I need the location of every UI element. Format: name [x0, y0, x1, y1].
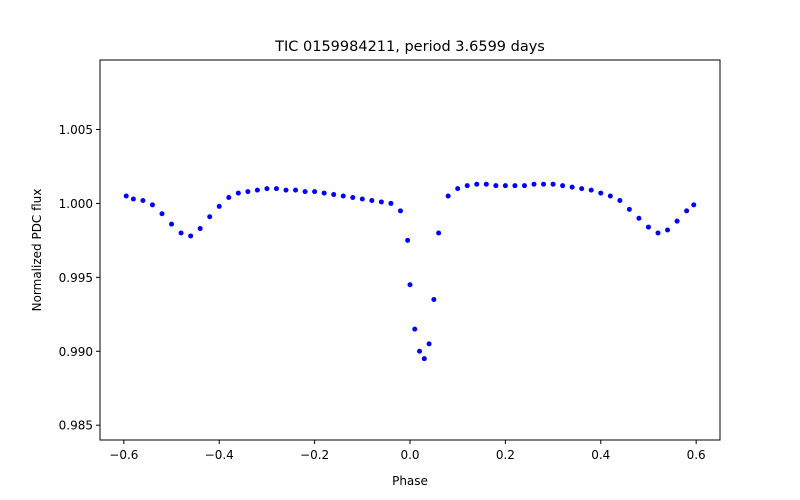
- data-point: [340, 193, 346, 199]
- data-point: [598, 190, 604, 196]
- y-axis-label: Normalized PDC flux: [30, 189, 44, 312]
- y-tick-label: 1.000: [59, 197, 93, 211]
- data-point: [493, 183, 499, 189]
- data-point: [302, 189, 308, 195]
- data-point: [502, 183, 508, 189]
- data-point: [169, 221, 175, 227]
- data-point: [569, 184, 575, 190]
- data-point: [407, 282, 413, 288]
- data-point: [130, 196, 136, 202]
- data-point: [149, 202, 155, 208]
- data-point: [617, 197, 623, 203]
- data-point: [445, 193, 451, 199]
- data-point: [254, 187, 260, 193]
- data-point: [159, 211, 165, 217]
- y-tick-label: 0.990: [59, 345, 93, 359]
- data-point: [645, 224, 651, 230]
- x-tick-label: 0.4: [591, 448, 610, 462]
- data-point: [626, 206, 632, 212]
- data-point: [412, 326, 418, 332]
- x-tick-label: 0.2: [496, 448, 515, 462]
- data-point: [483, 181, 489, 187]
- y-tick-label: 0.985: [59, 419, 93, 433]
- chart-title: TIC 0159984211, period 3.6599 days: [274, 39, 545, 55]
- data-point: [359, 196, 365, 202]
- data-point: [378, 199, 384, 205]
- data-point: [312, 189, 318, 195]
- data-point: [417, 348, 423, 354]
- data-point: [674, 218, 680, 224]
- data-point: [636, 215, 642, 221]
- data-point: [691, 202, 697, 208]
- data-point: [665, 227, 671, 233]
- data-point: [273, 186, 279, 192]
- data-point: [264, 186, 270, 192]
- data-point: [464, 183, 470, 189]
- data-point: [684, 208, 690, 214]
- x-tick-label: −0.6: [109, 448, 138, 462]
- y-tick-label: 1.005: [59, 123, 93, 137]
- data-point: [293, 187, 299, 193]
- data-point: [188, 233, 194, 239]
- data-point: [321, 190, 327, 196]
- data-point: [607, 193, 613, 199]
- axis-ticks-layer: −0.6 −0.4 −0.2 0.0 0.2 0.4 0.6 0.985 0.990 0.995 1…: [59, 123, 706, 462]
- data-point: [350, 195, 356, 201]
- data-point: [455, 186, 461, 192]
- data-point: [235, 190, 241, 196]
- data-point: [123, 193, 129, 199]
- data-point: [431, 297, 437, 303]
- data-point: [283, 187, 289, 193]
- data-point: [405, 237, 411, 243]
- data-points-layer: [123, 181, 697, 362]
- data-point: [531, 181, 537, 187]
- data-point: [178, 230, 184, 236]
- data-point: [474, 181, 480, 187]
- x-tick-label: −0.2: [300, 448, 329, 462]
- data-point: [207, 214, 213, 220]
- x-tick-label: −0.4: [205, 448, 234, 462]
- x-tick-label: 0.0: [400, 448, 419, 462]
- data-point: [369, 197, 375, 203]
- data-point: [550, 181, 556, 187]
- data-point: [426, 341, 432, 347]
- x-tick-label: 0.6: [687, 448, 706, 462]
- y-tick-label: 0.995: [59, 271, 93, 285]
- x-axis-label: Phase: [392, 474, 428, 488]
- data-point: [541, 181, 547, 187]
- data-point: [421, 356, 427, 362]
- data-point: [140, 197, 146, 203]
- data-point: [436, 230, 442, 236]
- data-point: [512, 183, 518, 189]
- data-point: [588, 187, 594, 193]
- data-point: [331, 192, 337, 198]
- data-point: [388, 200, 394, 206]
- data-point: [226, 195, 232, 201]
- data-point: [560, 183, 566, 189]
- data-point: [216, 203, 222, 209]
- data-point: [655, 230, 661, 236]
- data-point: [521, 183, 527, 189]
- data-point: [197, 226, 203, 232]
- data-point: [397, 208, 403, 214]
- data-point: [579, 186, 585, 192]
- data-point: [245, 189, 251, 195]
